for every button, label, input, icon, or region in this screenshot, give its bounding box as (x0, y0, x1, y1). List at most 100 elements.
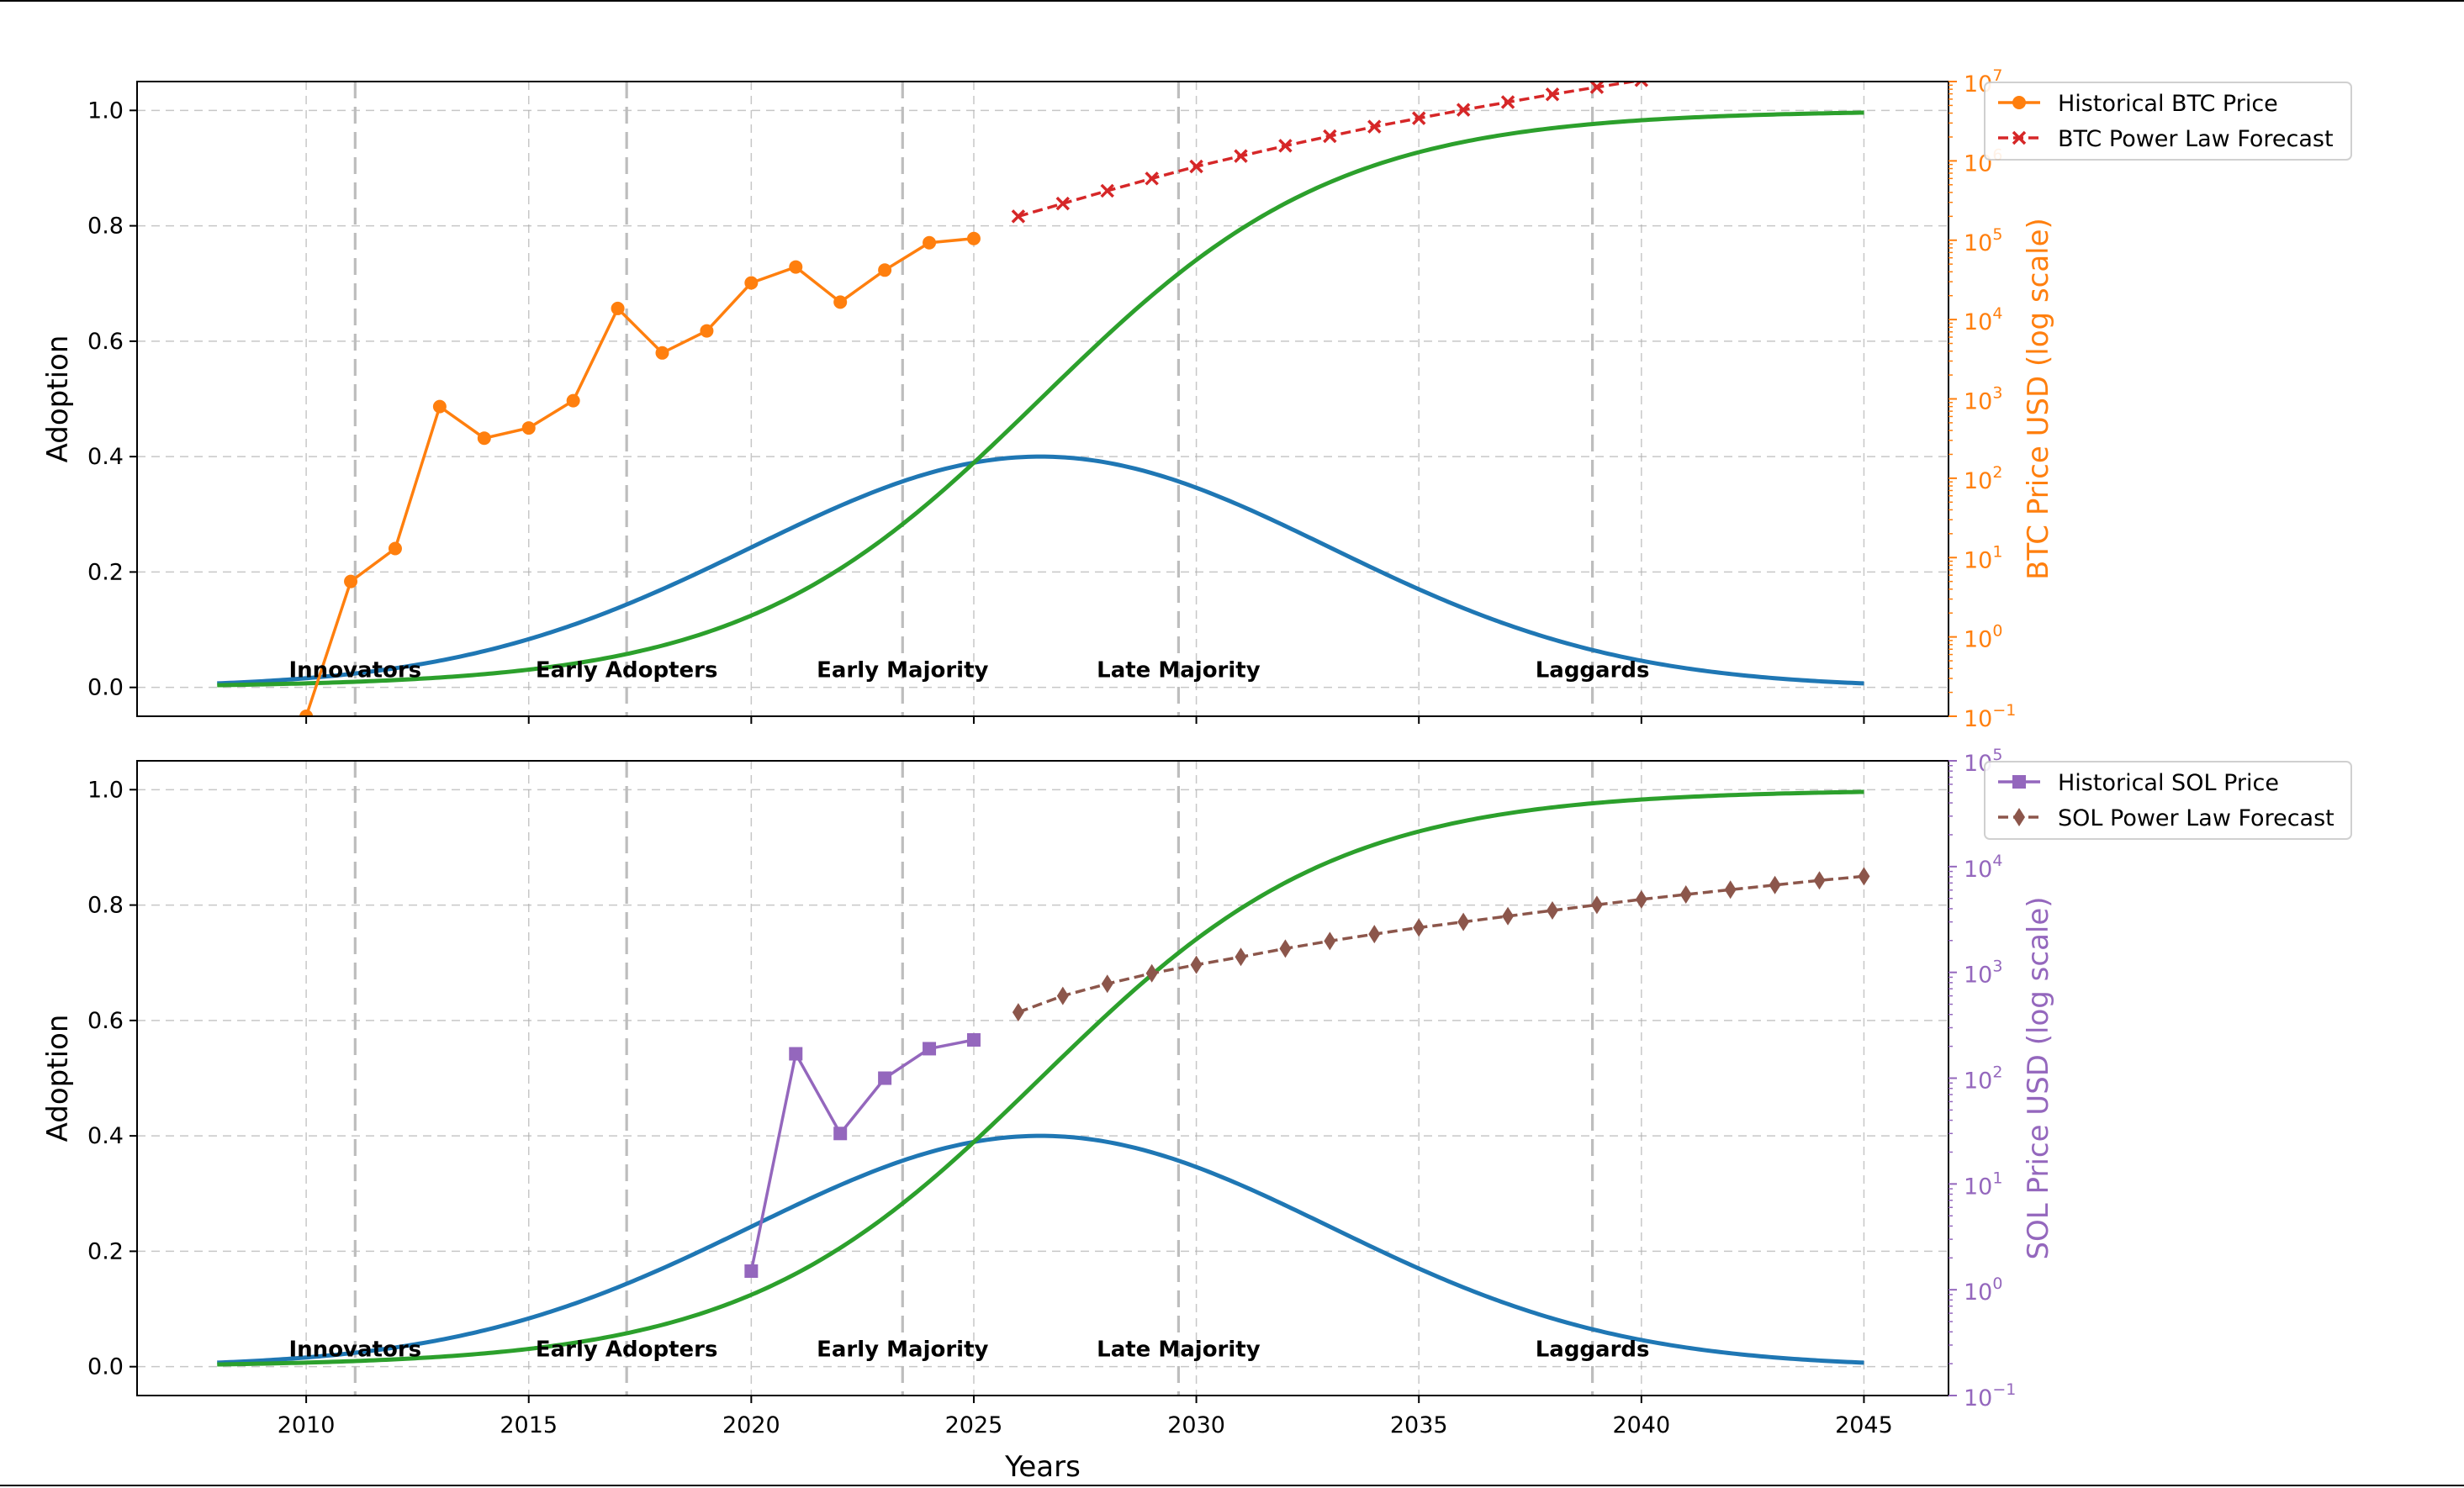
x-tick-label: 2025 (945, 1412, 1003, 1438)
y2-tick-exponent: 1 (1992, 542, 2002, 561)
btc-adoption-panel: Innovators Early Adopters Early Majority La… (41, 55, 2352, 732)
stage-label: Late Majority (1097, 1338, 1261, 1363)
y-tick-label: 0.2 (87, 559, 124, 585)
price-data-point (833, 1127, 848, 1141)
y-tick-label: 0.6 (87, 329, 124, 355)
price-data-point (1411, 111, 1426, 125)
price-data-point (1725, 61, 1737, 73)
legend-label: BTC Power Law Forecast (2058, 126, 2334, 152)
price-data-point (1679, 885, 1692, 905)
y-axis-title: Adoption (41, 1015, 75, 1142)
price-data-point (744, 276, 759, 290)
btc-power-law-forecast-line (1018, 82, 1642, 219)
y2-tick-exponent: 0 (1992, 622, 2002, 641)
stage-label: Laggards (1536, 658, 1650, 683)
y-axis-title: Adoption (41, 335, 75, 463)
price-data-point (1813, 871, 1826, 890)
stage-label: Early Majority (817, 658, 988, 683)
price-data-point (1545, 87, 1560, 102)
price-data-point (1055, 196, 1071, 211)
y2-tick-base: 10 (1964, 627, 1992, 653)
stage-label: Late Majority (1097, 658, 1261, 683)
price-data-point (878, 1071, 892, 1085)
y2-tick-exponent: 4 (1992, 304, 2002, 323)
price-data-point (1101, 974, 1113, 994)
price-data-point (1234, 149, 1248, 163)
price-data-point (1324, 931, 1336, 951)
x-tick-label: 2020 (722, 1412, 780, 1438)
price-data-point (1457, 912, 1470, 931)
x-axis-title: Years (1004, 1450, 1081, 1484)
price-data-point (1634, 82, 1649, 87)
price-data-point (1589, 82, 1605, 94)
legend: Historical SOL Price SOL Power Law Foreca… (1984, 761, 2352, 840)
y2-tick-exponent: 5 (1992, 746, 2002, 764)
price-data-point (1323, 129, 1337, 144)
price-data-point (700, 324, 714, 338)
legend-label: Historical SOL Price (2058, 770, 2279, 796)
price-data-point (923, 235, 937, 250)
y2-tick-exponent: 2 (1992, 1063, 2002, 1082)
y2-tick-base: 10 (1964, 1280, 1992, 1306)
price-data-point (1367, 119, 1382, 134)
y2-tick-label: 105 (1964, 225, 2002, 256)
price-data-point (1769, 55, 1781, 66)
price-data-point (1769, 875, 1781, 894)
price-data-point (1012, 1003, 1024, 1022)
y2-tick-base: 10 (1964, 309, 1992, 335)
y-tick-label: 1.0 (87, 777, 124, 803)
price-data-point (966, 231, 981, 245)
y2-tick-label: 102 (1964, 1063, 2002, 1095)
y2-tick-base: 10 (1964, 857, 1992, 883)
price-series-group (299, 55, 1781, 716)
price-data-point (566, 393, 580, 408)
y-tick-label: 0.4 (87, 444, 124, 470)
y2-tick-base: 10 (1964, 963, 1992, 989)
y-tick-label: 0.2 (87, 1238, 124, 1264)
y2-tick-label: 103 (1964, 384, 2002, 415)
cumulative-adoption-curve (217, 789, 1864, 1367)
price-data-point (923, 1042, 937, 1056)
sol-adoption-panel: Innovators Early Adopters Early Majority La… (41, 746, 2352, 1484)
y2-tick-label: 100 (1964, 622, 2002, 653)
price-data-point (878, 263, 892, 277)
price-data-point (1145, 963, 1158, 983)
price-data-point (1858, 867, 1870, 886)
price-data-point (477, 431, 491, 446)
price-data-point (1056, 986, 1069, 1005)
price-data-point (1500, 95, 1515, 109)
y2-tick-exponent: −1 (1992, 1380, 2016, 1399)
legend-label: Historical BTC Price (2058, 91, 2278, 117)
y-tick-label: 0.8 (87, 214, 124, 240)
price-data-point (655, 346, 669, 360)
y2-tick-exponent: 1 (1992, 1169, 2002, 1187)
price-data-point (1100, 183, 1114, 198)
legend-label: SOL Power Law Forecast (2058, 805, 2334, 831)
price-data-point (1456, 103, 1471, 117)
y2-tick-base: 10 (1964, 230, 1992, 256)
legend-swatch-marker (2013, 808, 2025, 826)
y2-tick-label: 10−1 (1964, 701, 2016, 732)
price-series-group (744, 867, 1870, 1279)
price-data-point (1413, 918, 1425, 937)
historical-btc-price-line (304, 237, 975, 716)
y2-axis-title: SOL Price USD (log scale) (2022, 896, 2055, 1259)
price-data-point (1502, 906, 1515, 926)
y-tick-label: 0.0 (87, 1354, 124, 1380)
y2-tick-exponent: 3 (1992, 958, 2002, 976)
y-tick-label: 0.0 (87, 675, 124, 701)
x-tick-label: 2045 (1835, 1412, 1893, 1438)
y2-tick-base: 10 (1964, 547, 1992, 573)
y2-axis-title: BTC Price USD (log scale) (2022, 218, 2055, 580)
y2-tick-exponent: 5 (1992, 225, 2002, 244)
y2-tick-base: 10 (1964, 1174, 1992, 1200)
price-data-point (388, 541, 402, 556)
adoption-bell-curve (217, 454, 1864, 686)
price-data-point (789, 260, 803, 274)
y2-tick-exponent: 0 (1992, 1274, 2002, 1293)
adoption-bell-curve (217, 1133, 1864, 1365)
price-data-point (1368, 925, 1381, 944)
price-data-point (1011, 209, 1026, 224)
price-data-point (1189, 159, 1203, 174)
price-data-point (1235, 947, 1247, 967)
